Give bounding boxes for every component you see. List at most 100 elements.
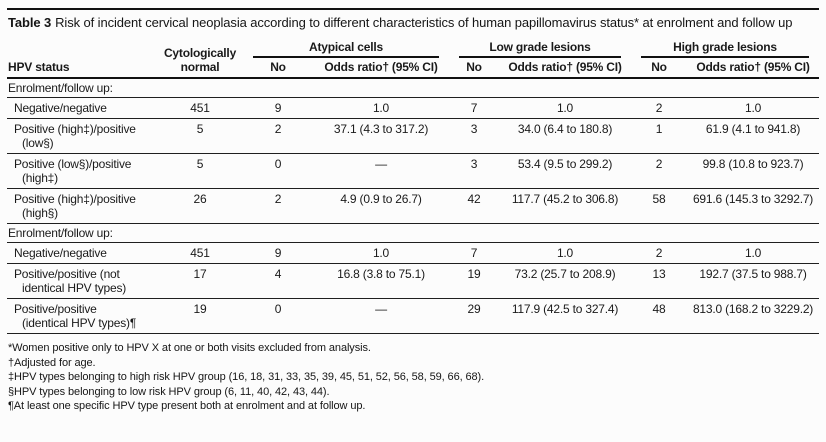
row-label: Negative/negative bbox=[7, 242, 157, 264]
section-header-row: Enrolment/follow up: bbox=[7, 78, 820, 98]
table-row: Negative/negative 451 9 1.0 7 1.0 2 1.0 bbox=[7, 97, 820, 119]
table-row: Positive (low§)/positive (high‡) 5 0 — 3 … bbox=[7, 153, 820, 189]
header-cytologically-normal: Cytologically normal bbox=[157, 38, 243, 79]
header-cyto-line2: normal bbox=[180, 60, 220, 74]
cell-or-high: 691.6 (145.3 to 3292.7) bbox=[687, 188, 820, 224]
table-caption: Table 3 Risk of incident cervical neoplas… bbox=[7, 10, 819, 38]
row-label-line1: Negative/negative bbox=[14, 246, 107, 260]
top-rule-divider bbox=[7, 8, 819, 10]
cell-or-atypical: 1.0 bbox=[313, 97, 449, 119]
row-label-line1: Positive (high‡)/positive bbox=[14, 192, 136, 206]
column-group-high-grade-lesions: High grade lesions bbox=[631, 38, 819, 58]
cell-no-high: 2 bbox=[631, 153, 688, 189]
cell-no-low: 3 bbox=[449, 153, 499, 189]
cell-no-atypical: 4 bbox=[243, 263, 313, 299]
row-label-line2: (identical HPV types)¶ bbox=[22, 316, 137, 330]
cell-or-high: 99.8 (10.8 to 923.7) bbox=[687, 153, 820, 189]
column-group-label: Low grade lesions bbox=[459, 40, 622, 58]
cell-no-atypical: 0 bbox=[243, 298, 313, 334]
row-label: Positive (low§)/positive (high‡) bbox=[7, 153, 157, 189]
cell-or-low: 117.9 (42.5 to 327.4) bbox=[499, 298, 632, 334]
cell-cytologically-normal: 17 bbox=[157, 263, 243, 299]
cell-or-low: 53.4 (9.5 to 299.2) bbox=[499, 153, 632, 189]
cell-no-low: 42 bbox=[449, 188, 499, 224]
cell-or-low: 34.0 (6.4 to 180.8) bbox=[499, 118, 632, 154]
column-group-label: High grade lesions bbox=[641, 40, 810, 58]
table-row: Positive/positive (identical HPV types)¶ … bbox=[7, 298, 820, 334]
cell-no-low: 3 bbox=[449, 118, 499, 154]
header-no-low-grade: No bbox=[449, 58, 499, 79]
cell-or-atypical: — bbox=[313, 153, 449, 189]
section-label: Enrolment/follow up: bbox=[7, 78, 820, 98]
row-label-line2: (high‡) bbox=[22, 171, 58, 185]
column-group-atypical-cells: Atypical cells bbox=[243, 38, 449, 58]
row-label-line2: (low§) bbox=[22, 136, 54, 150]
row-label: Negative/negative bbox=[7, 97, 157, 119]
row-label-line2: identical HPV types) bbox=[22, 281, 127, 295]
cell-no-high: 2 bbox=[631, 97, 688, 119]
footnote: ‡HPV types belonging to high risk HPV gr… bbox=[8, 371, 485, 383]
row-label: Positive/positive (identical HPV types)¶ bbox=[7, 298, 157, 334]
cell-no-high: 13 bbox=[631, 263, 688, 299]
cell-no-atypical: 9 bbox=[243, 97, 313, 119]
section-header-row: Enrolment/follow up: bbox=[7, 223, 820, 243]
column-group-low-grade-lesions: Low grade lesions bbox=[449, 38, 631, 58]
cell-or-high: 192.7 (37.5 to 988.7) bbox=[687, 263, 820, 299]
row-label-line1: Negative/negative bbox=[14, 101, 107, 115]
row-label-line1: Positive/positive (not bbox=[14, 267, 120, 281]
cell-or-atypical: — bbox=[313, 298, 449, 334]
row-label-line1: Positive (high‡)/positive bbox=[14, 122, 136, 136]
cell-no-high: 48 bbox=[631, 298, 688, 334]
cell-or-high: 1.0 bbox=[687, 97, 820, 119]
row-label-line1: Positive (low§)/positive bbox=[14, 157, 132, 171]
table-row: Positive/positive (not identical HPV type… bbox=[7, 263, 820, 299]
table-row: Positive (high‡)/positive (low§) 5 2 37.1… bbox=[7, 118, 820, 154]
cell-no-low: 7 bbox=[449, 97, 499, 119]
cell-or-low: 117.7 (45.2 to 306.8) bbox=[499, 188, 632, 224]
cell-or-low: 1.0 bbox=[499, 242, 632, 264]
row-label-line2: (high§) bbox=[22, 206, 58, 220]
footnote: ¶At least one specific HPV type present … bbox=[8, 400, 366, 412]
cell-cytologically-normal: 451 bbox=[157, 242, 243, 264]
cell-cytologically-normal: 19 bbox=[157, 298, 243, 334]
table-row: Negative/negative 451 9 1.0 7 1.0 2 1.0 bbox=[7, 242, 820, 264]
cell-no-atypical: 2 bbox=[243, 188, 313, 224]
page: Table 3 Risk of incident cervical neoplas… bbox=[0, 8, 826, 414]
footnote: *Women positive only to HPV X at one or … bbox=[8, 342, 371, 354]
cell-no-low: 7 bbox=[449, 242, 499, 264]
cell-cytologically-normal: 451 bbox=[157, 97, 243, 119]
header-odds-ratio-atypical: Odds ratio† (95% CI) bbox=[313, 58, 449, 79]
header-cyto-line1: Cytologically bbox=[163, 46, 237, 60]
cell-cytologically-normal: 5 bbox=[157, 118, 243, 154]
cell-or-atypical: 37.1 (4.3 to 317.2) bbox=[313, 118, 449, 154]
cell-or-atypical: 1.0 bbox=[313, 242, 449, 264]
cell-no-high: 1 bbox=[631, 118, 688, 154]
cell-no-atypical: 9 bbox=[243, 242, 313, 264]
row-label: Positive/positive (not identical HPV type… bbox=[7, 263, 157, 299]
table-number: Table 3 bbox=[8, 15, 52, 30]
header-hpv-status: HPV status bbox=[7, 38, 157, 79]
cell-no-high: 2 bbox=[631, 242, 688, 264]
table-row: Positive (high‡)/positive (high§) 26 2 4.… bbox=[7, 188, 820, 224]
cell-or-high: 1.0 bbox=[687, 242, 820, 264]
section-label: Enrolment/follow up: bbox=[7, 223, 820, 243]
cell-no-atypical: 0 bbox=[243, 153, 313, 189]
footnote: †Adjusted for age. bbox=[8, 356, 96, 369]
cell-no-low: 19 bbox=[449, 263, 499, 299]
table-header: HPV status Cytologically normal Atypical… bbox=[7, 38, 820, 79]
footnotes: *Women positive only to HPV X at one or … bbox=[7, 334, 819, 414]
cell-cytologically-normal: 26 bbox=[157, 188, 243, 224]
row-label: Positive (high‡)/positive (high§) bbox=[7, 188, 157, 224]
header-no-high-grade: No bbox=[631, 58, 688, 79]
table-body: Enrolment/follow up: Negative/negative 4… bbox=[7, 78, 820, 334]
cell-or-high: 61.9 (4.1 to 941.8) bbox=[687, 118, 820, 154]
cell-or-high: 813.0 (168.2 to 3229.2) bbox=[687, 298, 820, 334]
row-label: Positive (high‡)/positive (low§) bbox=[7, 118, 157, 154]
footnote: §HPV types belonging to low risk HPV gro… bbox=[8, 385, 330, 398]
column-group-label: Atypical cells bbox=[253, 40, 439, 58]
row-label-line1: Positive/positive bbox=[14, 302, 97, 316]
cell-or-atypical: 4.9 (0.9 to 26.7) bbox=[313, 188, 449, 224]
cell-or-low: 73.2 (25.7 to 208.9) bbox=[499, 263, 632, 299]
table-title-text: Risk of incident cervical neoplasia acco… bbox=[55, 15, 793, 30]
header-odds-ratio-low-grade: Odds ratio† (95% CI) bbox=[499, 58, 632, 79]
